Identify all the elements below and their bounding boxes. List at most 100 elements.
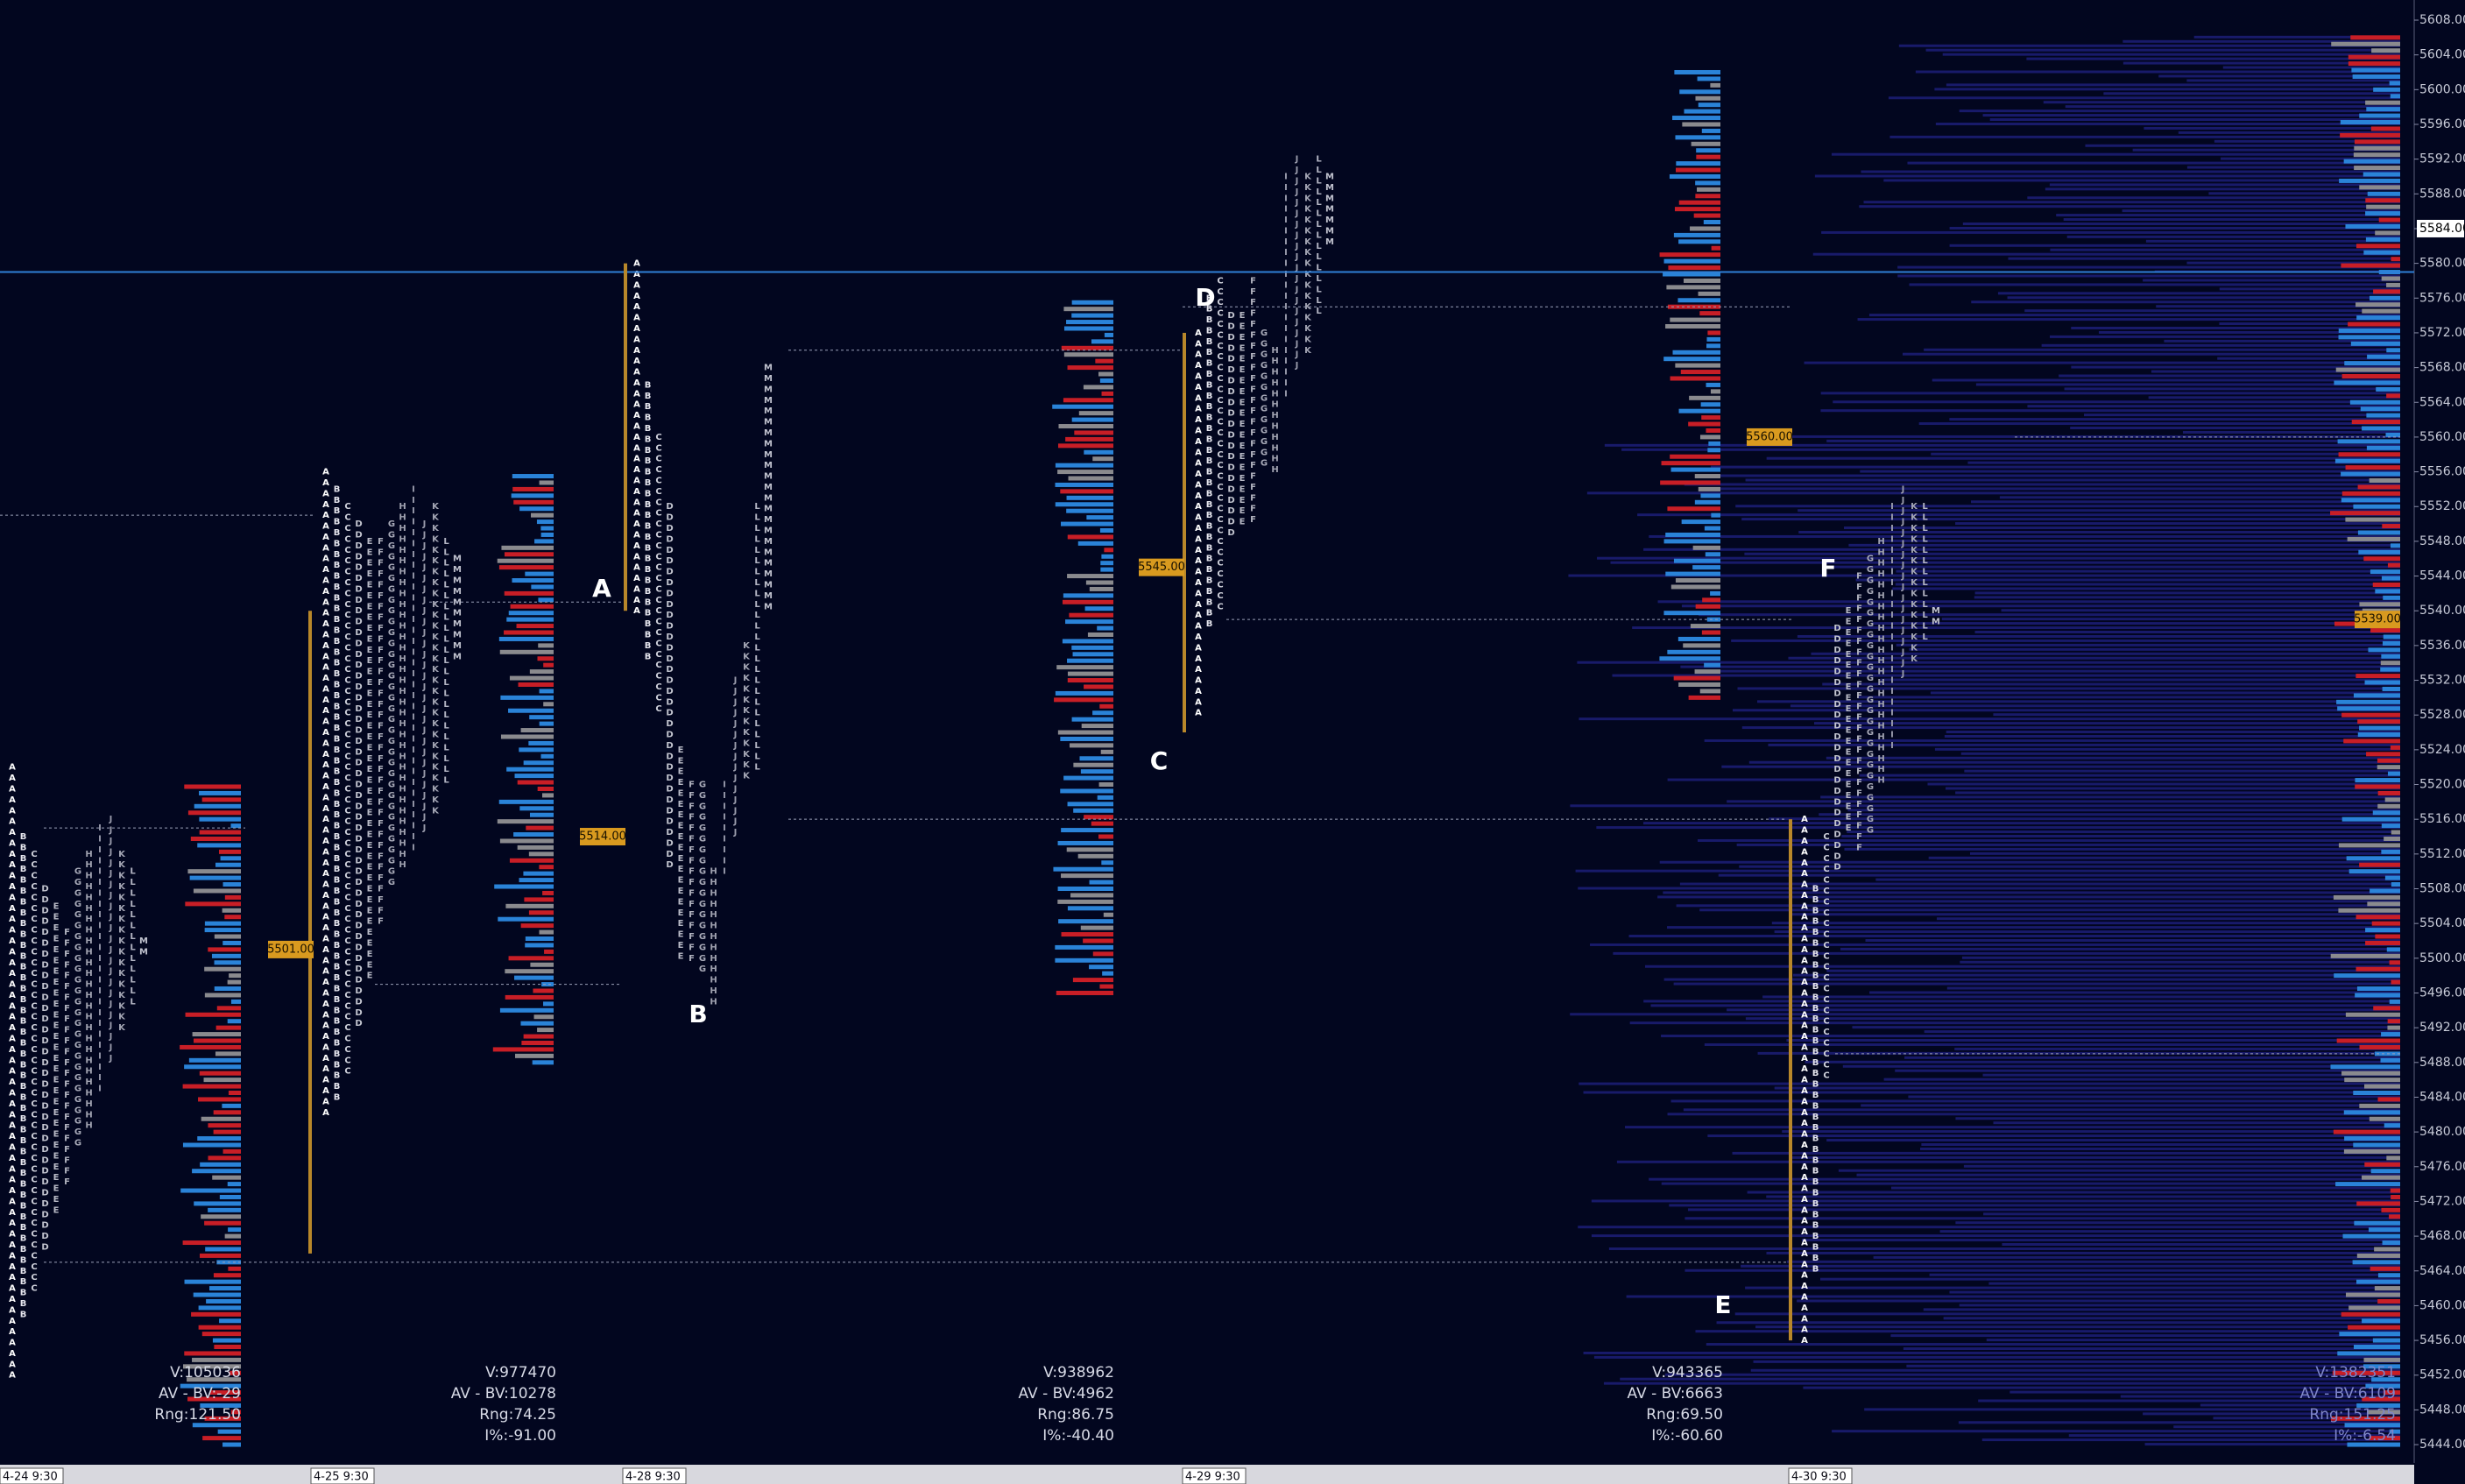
tpo-letter: J [1901, 484, 1905, 494]
tpo-letter: J [422, 715, 427, 724]
volume-bar [1071, 313, 1113, 318]
volume-bar [1699, 311, 1720, 316]
volume-bar [1663, 611, 1720, 616]
composite-volume-bar [1826, 969, 2400, 972]
session-stat: AV - BV:6109 [2300, 1385, 2397, 1403]
tpo-letter: I [412, 788, 415, 798]
tpo-letter: F [689, 791, 695, 801]
tpo-letter: F [1250, 450, 1256, 460]
date-box [1788, 1467, 1853, 1484]
composite-volume-bar [1909, 283, 2400, 286]
composite-volume-bar [1583, 1091, 2400, 1094]
tpo-letter: J [733, 784, 738, 794]
tpo-letter: J [1295, 230, 1299, 240]
composite-volume-bar [1684, 483, 2400, 486]
volume-bar [2341, 263, 2400, 268]
tpo-letter: F [1856, 810, 1862, 820]
tpo-letter: J [109, 913, 113, 922]
volume-bar [1092, 710, 1113, 716]
volume-bar [506, 767, 554, 772]
tpo-letter: B [1812, 1264, 1819, 1274]
tpo-letter: M [453, 587, 462, 597]
volume-bar [2353, 693, 2400, 698]
tpo-letter: K [1304, 248, 1312, 258]
tpo-letter: J [1901, 550, 1905, 560]
tpo-letter: G [388, 781, 395, 790]
tpo-letter: C [344, 958, 350, 968]
volume-bar [227, 1182, 241, 1187]
composite-volume-bar [1663, 978, 2400, 981]
tpo-letter: K [1304, 346, 1312, 356]
volume-bar [1101, 554, 1113, 559]
tpo-letter: L [443, 624, 449, 633]
tpo-letter: G [74, 1073, 81, 1083]
tpo-letter: G [1867, 738, 1874, 748]
tpo-letter: B [645, 522, 652, 532]
tpo-letter: B [334, 1060, 341, 1070]
tpo-letter: J [1901, 506, 1905, 516]
composite-volume-bar [1861, 1104, 2400, 1107]
composite-volume-bar [1946, 83, 2400, 87]
tpo-letter: H [85, 1045, 92, 1055]
tpo-letter: F [1250, 396, 1256, 406]
composite-volume-bar [1944, 734, 2400, 738]
composite-volume-bar [2122, 61, 2400, 65]
tpo-letter: J [109, 1021, 113, 1031]
volume-bar [2356, 674, 2400, 679]
volume-bar [2359, 185, 2400, 190]
composite-volume-bar [1699, 474, 2400, 477]
tpo-letter: H [85, 1056, 92, 1065]
composite-volume-bar [1798, 509, 2400, 512]
volume-bar [2356, 986, 2400, 992]
tpo-letter: C [1823, 1060, 1829, 1070]
tpo-letter: C [31, 980, 37, 990]
tpo-letter: B [1206, 293, 1213, 303]
tpo-letter: A [633, 292, 640, 301]
volume-bar [1066, 495, 1113, 500]
tpo-letter: I [1284, 378, 1288, 388]
tpo-letter: C [1823, 963, 1829, 972]
volume-bar [2369, 477, 2400, 483]
tpo-letter: A [1801, 1021, 1808, 1031]
composite-volume-bar [1896, 643, 2400, 647]
tpo-letter: M [764, 526, 773, 536]
tpo-letter: B [334, 865, 341, 874]
tpo-letter: B [20, 1267, 27, 1276]
composite-volume-bar [2001, 609, 2400, 612]
volume-bar [2356, 966, 2400, 972]
volume-bar [1697, 187, 1720, 192]
tpo-letter: B [645, 587, 652, 597]
tpo-letter: M [1325, 237, 1334, 247]
tpo-letter: H [710, 900, 717, 909]
volume-bar [2374, 1286, 2400, 1291]
tpo-letter: I [1284, 194, 1288, 203]
volume-bar [1694, 669, 1720, 675]
volume-bar [1089, 586, 1113, 591]
tpo-letter: E [1846, 726, 1852, 736]
tpo-letter: E [53, 1054, 60, 1064]
tpo-letter: J [1901, 615, 1905, 625]
volume-bar [541, 982, 554, 987]
tpo-letter: M [764, 418, 773, 428]
volume-bar [1085, 580, 1113, 585]
composite-volume-bar [1613, 951, 2400, 955]
tpo-letter: D [41, 993, 48, 1002]
tpo-letter: E [678, 756, 684, 766]
tpo-letter: A [322, 641, 329, 651]
tpo-letter: G [1261, 372, 1268, 382]
price-label: 5500.00 [2419, 951, 2465, 965]
volume-bar [2343, 738, 2400, 744]
tpo-letter: B [645, 478, 652, 488]
tpo-letter: H [710, 943, 717, 952]
volume-bar [540, 526, 554, 531]
tpo-letter: C [655, 584, 661, 594]
volume-bar [525, 943, 554, 948]
volume-bar [501, 545, 554, 550]
volume-bar [2364, 1162, 2400, 1167]
tpo-letter: H [399, 622, 406, 632]
volume-bar [1695, 604, 1720, 609]
tpo-letter: B [1812, 993, 1819, 1002]
composite-volume-bar [2221, 157, 2400, 160]
tpo-letter: G [699, 823, 706, 833]
tpo-letter: C [1217, 580, 1223, 590]
